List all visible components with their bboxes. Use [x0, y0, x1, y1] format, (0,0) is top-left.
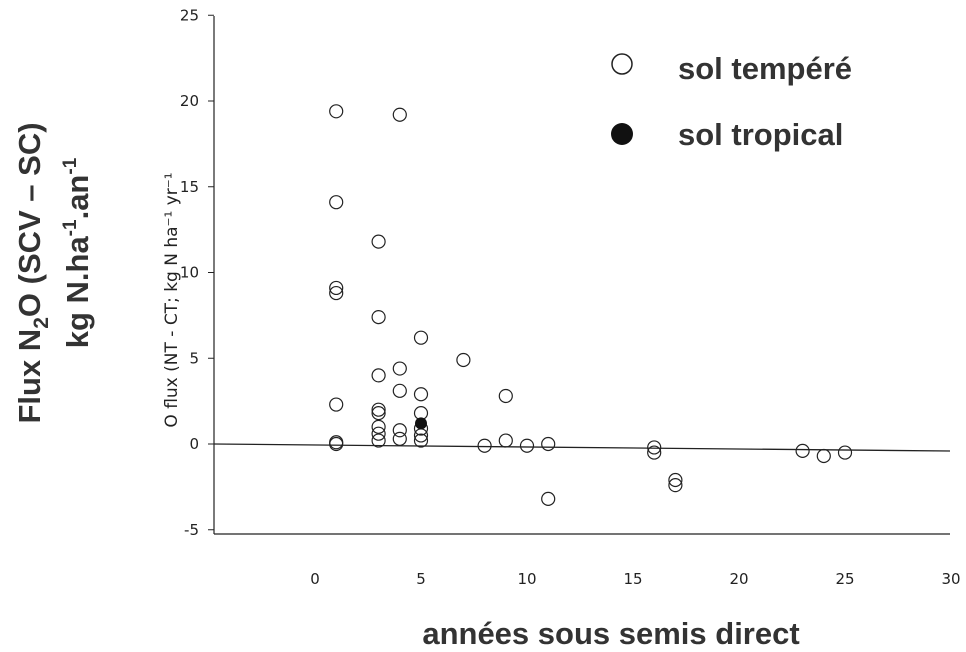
data-point-temperate — [392, 431, 407, 446]
legend-marker-temperate — [611, 53, 633, 75]
data-point-temperate — [371, 433, 386, 448]
x-tick-label: 30 — [941, 570, 960, 588]
data-point-temperate — [541, 491, 556, 506]
data-point-temperate — [477, 438, 492, 453]
x-tick-label: 25 — [835, 570, 854, 588]
data-point-temperate — [647, 440, 662, 455]
x-tick-label: 5 — [416, 570, 426, 588]
x-tick-label: 0 — [310, 570, 320, 588]
data-point-temperate — [371, 402, 386, 417]
x-tick-label: 20 — [729, 570, 748, 588]
data-point-temperate — [837, 445, 853, 460]
data-point-temperate — [668, 472, 683, 488]
data-points — [329, 104, 853, 506]
data-point-temperate — [392, 361, 407, 376]
x-axis-ticks: 0 5 10 15 20 25 30 — [310, 570, 960, 588]
data-point-temperate — [371, 309, 386, 325]
x-tick-label: 15 — [623, 570, 642, 588]
data-point-temperate — [498, 433, 513, 448]
data-point-temperate — [498, 388, 513, 404]
data-point-temperate — [329, 397, 344, 412]
zero-line — [213, 443, 951, 452]
outer-y-axis-label-line1: Flux N2O (SCV – SC) — [12, 122, 53, 423]
data-point-temperate — [329, 104, 344, 119]
data-point-temperate — [541, 436, 556, 452]
data-point-temperate — [413, 387, 429, 402]
data-point-temperate — [456, 352, 471, 368]
legend: sol tempéré sol tropical — [611, 51, 852, 152]
data-point-temperate — [668, 478, 683, 493]
data-point-temperate — [392, 107, 407, 122]
data-point-temperate — [519, 438, 535, 453]
data-point-temperate — [371, 426, 386, 441]
legend-label-tropical: sol tropical — [678, 117, 843, 152]
data-point-temperate — [371, 234, 386, 249]
data-point-temperate — [371, 368, 386, 383]
data-point-temperate — [392, 383, 407, 398]
data-point-temperate — [371, 406, 386, 421]
data-point-temperate — [329, 285, 344, 301]
data-point-temperate — [816, 448, 831, 464]
y-tick-label: 10 — [180, 264, 199, 282]
outer-y-axis-label-line2: kg N.ha-1.an-1 — [60, 157, 95, 348]
data-point-temperate — [329, 436, 344, 452]
data-point-temperate — [413, 433, 429, 448]
inner-y-axis-label: O flux (NT - CT; kg N ha⁻¹ yr⁻¹ — [162, 172, 182, 427]
y-axis-ticks: -5 0 5 10 15 20 25 — [180, 6, 214, 539]
data-point-temperate — [795, 443, 810, 458]
y-tick-label: 0 — [189, 435, 199, 453]
data-point-tropical — [415, 417, 427, 430]
data-point-temperate — [647, 445, 662, 460]
x-tick-label: 10 — [517, 570, 536, 588]
data-point-temperate — [413, 330, 429, 345]
x-axis-label: années sous semis direct — [422, 616, 799, 651]
y-tick-label: -5 — [184, 521, 199, 539]
data-point-temperate — [392, 423, 407, 438]
y-tick-label: 5 — [189, 349, 199, 367]
y-tick-label: 20 — [180, 92, 199, 110]
legend-marker-tropical — [611, 123, 633, 145]
data-point-temperate — [329, 280, 344, 296]
data-point-temperate — [329, 195, 344, 210]
legend-label-temperate: sol tempéré — [678, 51, 852, 86]
y-tick-label: 25 — [180, 6, 199, 24]
y-tick-label: 15 — [180, 178, 199, 196]
data-point-temperate — [371, 419, 386, 434]
